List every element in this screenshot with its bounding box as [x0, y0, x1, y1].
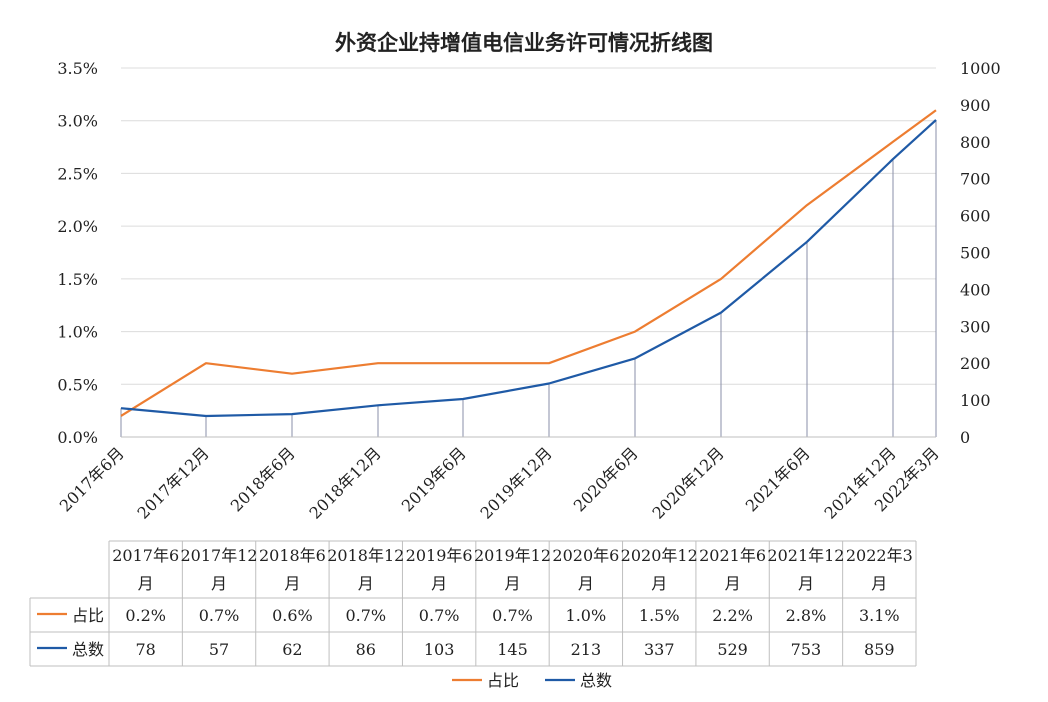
- right-tick-label: 0: [960, 428, 970, 447]
- table-header-cell: 2017年6: [112, 546, 179, 565]
- legend-label: 总数: [580, 671, 612, 690]
- table-value-cell: 0.7%: [419, 606, 460, 625]
- right-tick-label: 100: [960, 391, 991, 410]
- table-value-cell: 0.7%: [492, 606, 533, 625]
- left-tick-label: 3.0%: [57, 112, 98, 131]
- table-header-cell: 2021年6: [699, 546, 766, 565]
- left-tick-label: 1.0%: [57, 323, 98, 342]
- table-value-cell: 859: [864, 640, 895, 659]
- left-tick-label: 0.5%: [57, 375, 98, 394]
- table-header-cell: 月: [651, 574, 667, 593]
- right-tick-label: 500: [960, 244, 991, 263]
- x-tick-label: 2019年12月: [477, 443, 556, 522]
- table-value-cell: 0.6%: [272, 606, 313, 625]
- chart-title: 外资企业持增值电信业务许可情况折线图: [335, 30, 713, 55]
- table-header-cell: 2019年12: [474, 546, 551, 565]
- x-tick-label: 2020年12月: [649, 443, 728, 522]
- left-tick-label: 2.0%: [57, 217, 98, 236]
- right-tick-label: 600: [960, 207, 991, 226]
- table-value-cell: 145: [497, 640, 528, 659]
- right-tick-label: 1000: [960, 59, 1001, 78]
- right-tick-label: 700: [960, 170, 991, 189]
- table-header-cell: 2018年6: [259, 546, 326, 565]
- x-tick-label: 2021年6月: [742, 443, 814, 515]
- x-tick-label: 2020年6月: [570, 443, 642, 515]
- table-row-label: 占比: [72, 606, 104, 625]
- table-header-cell: 2020年6: [552, 546, 619, 565]
- right-tick-label: 900: [960, 96, 991, 115]
- table-header-cell: 2019年6: [406, 546, 473, 565]
- table-header-cell: 月: [504, 574, 520, 593]
- right-tick-label: 800: [960, 133, 991, 152]
- table-header-cell: 月: [138, 574, 154, 593]
- table-header-cell: 2021年12: [767, 546, 844, 565]
- table-header-cell: 2020年12: [621, 546, 698, 565]
- table-value-cell: 0.2%: [125, 606, 166, 625]
- series-line-占比: [120, 109, 937, 417]
- table-row-label: 总数: [72, 640, 104, 659]
- table-header-cell: 2017年12: [180, 546, 257, 565]
- table-value-cell: 3.1%: [859, 606, 900, 625]
- table-header-cell: 月: [725, 574, 741, 593]
- table-header-cell: 2022年3: [846, 546, 913, 565]
- right-tick-label: 300: [960, 317, 991, 336]
- left-tick-label: 1.5%: [57, 270, 98, 289]
- right-tick-label: 200: [960, 354, 991, 373]
- right-tick-label: 400: [960, 280, 991, 299]
- legend-label: 占比: [487, 671, 519, 690]
- table-header-cell: 2018年12: [327, 546, 404, 565]
- table-header-cell: 月: [578, 574, 594, 593]
- series-line-总数: [120, 119, 937, 418]
- table-value-cell: 213: [571, 640, 602, 659]
- table-value-cell: 103: [424, 640, 455, 659]
- table-header-cell: 月: [358, 574, 374, 593]
- table-value-cell: 78: [136, 640, 156, 659]
- table-value-cell: 2.2%: [712, 606, 753, 625]
- left-tick-label: 3.5%: [57, 59, 98, 78]
- table-value-cell: 62: [282, 640, 302, 659]
- table-value-cell: 529: [717, 640, 748, 659]
- table-header-cell: 月: [798, 574, 814, 593]
- table-header-cell: 月: [871, 574, 887, 593]
- table-value-cell: 86: [356, 640, 376, 659]
- table-header-cell: 月: [431, 574, 447, 593]
- table-header-cell: 月: [211, 574, 227, 593]
- left-tick-label: 2.5%: [57, 164, 98, 183]
- table-value-cell: 2.8%: [786, 606, 827, 625]
- table-value-cell: 57: [209, 640, 229, 659]
- left-tick-label: 0.0%: [57, 428, 98, 447]
- table-value-cell: 1.5%: [639, 606, 680, 625]
- table-value-cell: 0.7%: [345, 606, 386, 625]
- table-value-cell: 0.7%: [199, 606, 240, 625]
- x-tick-label: 2019年6月: [398, 443, 470, 515]
- table-header-cell: 月: [284, 574, 300, 593]
- table-value-cell: 337: [644, 640, 675, 659]
- x-tick-label: 2017年12月: [134, 443, 213, 522]
- table-value-cell: 1.0%: [566, 606, 607, 625]
- table-value-cell: 753: [791, 640, 822, 659]
- x-tick-label: 2018年6月: [227, 443, 299, 515]
- x-tick-label: 2018年12月: [306, 443, 385, 522]
- x-tick-label: 2017年6月: [56, 443, 128, 515]
